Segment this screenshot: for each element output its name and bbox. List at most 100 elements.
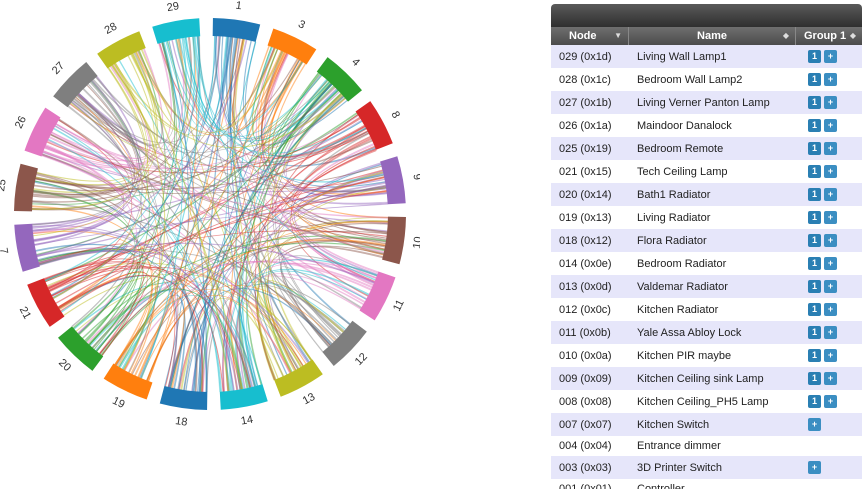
chord-ribbon <box>137 37 240 378</box>
add-association-button[interactable]: + <box>824 211 837 224</box>
group-count-badge[interactable]: 1 <box>808 119 821 132</box>
chord-arc-segment[interactable] <box>382 216 406 265</box>
group-count-badge[interactable]: 1 <box>808 234 821 247</box>
chord-arc-segment[interactable] <box>159 386 208 410</box>
chord-arc-segment[interactable] <box>322 320 367 366</box>
group-count-badge[interactable]: 1 <box>808 372 821 385</box>
header-group[interactable]: Group 1 ◆ <box>796 27 862 45</box>
add-association-button[interactable]: + <box>824 395 837 408</box>
chord-arc-segment[interactable] <box>53 62 98 108</box>
table-row[interactable]: 027 (0x1b) Living Verner Panton Lamp 1 + <box>551 91 862 114</box>
add-association-button[interactable]: + <box>824 326 837 339</box>
chord-arc-segment[interactable] <box>267 28 317 65</box>
table-row[interactable]: 003 (0x03) 3D Printer Switch + <box>551 456 862 479</box>
table-row[interactable]: 012 (0x0c) Kitchen Radiator 1 + <box>551 298 862 321</box>
group-count-badge[interactable]: 1 <box>808 50 821 63</box>
chord-ribbon <box>52 35 218 299</box>
chord-ribbon <box>95 286 160 368</box>
node-name-cell: Kitchen Ceiling sink Lamp <box>637 372 764 385</box>
chord-segment-label: 26 <box>13 114 29 130</box>
group-cell: 1 + <box>796 234 862 247</box>
add-association-button[interactable]: + <box>808 461 821 474</box>
add-association-button[interactable]: + <box>808 418 821 431</box>
chord-arc-segment[interactable] <box>212 18 261 42</box>
add-association-button[interactable]: + <box>824 96 837 109</box>
add-association-button[interactable]: + <box>824 142 837 155</box>
table-row[interactable]: 007 (0x07) Kitchen Switch + <box>551 413 862 436</box>
table-row[interactable]: 004 (0x04) Entrance dimmer <box>551 436 862 456</box>
chord-segment-label: 13 <box>301 391 317 407</box>
group-cell: 1 + <box>796 50 862 63</box>
node-name-cell: Bedroom Remote <box>637 142 724 155</box>
chord-arc-segment[interactable] <box>219 384 268 410</box>
chord-arc-segment[interactable] <box>355 101 393 150</box>
group-count-badge[interactable]: 1 <box>808 280 821 293</box>
group-cell: 1 + <box>796 73 862 86</box>
table-row[interactable]: 001 (0x01) Controller <box>551 479 862 489</box>
chord-ribbon <box>171 39 387 192</box>
group-count-badge[interactable]: 1 <box>808 303 821 316</box>
group-count-badge[interactable]: 1 <box>808 96 821 109</box>
group-count-badge[interactable]: 1 <box>808 395 821 408</box>
add-association-button[interactable]: + <box>824 50 837 63</box>
chord-ribbon <box>225 137 372 392</box>
add-association-button[interactable]: + <box>824 349 837 362</box>
chord-diagram: 1 3 4 8 9 10 11 12 13 14 18 19 20 21 7 25 26 27 28 29 <box>0 0 420 489</box>
chord-arc-segment[interactable] <box>14 223 40 272</box>
table-row[interactable]: 020 (0x14) Bath1 Radiator 1 + <box>551 183 862 206</box>
add-association-button[interactable]: + <box>824 119 837 132</box>
node-id-cell: 019 (0x13) <box>559 211 612 224</box>
group-count-badge[interactable]: 1 <box>808 73 821 86</box>
group-cell: 1 + <box>796 188 862 201</box>
table-row[interactable]: 029 (0x1d) Living Wall Lamp1 1 + <box>551 45 862 68</box>
chord-ribbon <box>183 37 304 133</box>
add-association-button[interactable]: + <box>824 372 837 385</box>
node-name-cell: Living Verner Panton Lamp <box>637 96 770 109</box>
group-count-badge[interactable]: 1 <box>808 257 821 270</box>
chord-arc-segment[interactable] <box>316 57 362 102</box>
table-row[interactable]: 009 (0x09) Kitchen Ceiling sink Lamp 1 + <box>551 367 862 390</box>
header-node[interactable]: Node ▼ <box>551 27 629 45</box>
group-count-badge[interactable]: 1 <box>808 142 821 155</box>
table-row[interactable]: 014 (0x0e) Bedroom Radiator 1 + <box>551 252 862 275</box>
add-association-button[interactable]: + <box>824 257 837 270</box>
node-name-cell: Controller <box>637 483 685 489</box>
node-id-cell: 008 (0x08) <box>559 395 612 408</box>
chord-arc-segment[interactable] <box>152 18 201 44</box>
chord-arc-segment[interactable] <box>359 271 396 321</box>
table-row[interactable]: 028 (0x1c) Bedroom Wall Lamp2 1 + <box>551 68 862 91</box>
table-row[interactable]: 019 (0x13) Living Radiator 1 + <box>551 206 862 229</box>
table-row[interactable]: 013 (0x0d) Valdemar Radiator 1 + <box>551 275 862 298</box>
group-count-badge[interactable]: 1 <box>808 349 821 362</box>
table-row[interactable]: 011 (0x0b) Yale Assa Abloy Lock 1 + <box>551 321 862 344</box>
chord-arc-segment[interactable] <box>58 326 104 371</box>
add-association-button[interactable]: + <box>824 234 837 247</box>
group-count-badge[interactable]: 1 <box>808 188 821 201</box>
table-row[interactable]: 010 (0x0a) Kitchen PIR maybe 1 + <box>551 344 862 367</box>
chord-ribbon <box>32 228 239 391</box>
node-name-cell: Bath1 Radiator <box>637 188 711 201</box>
table-row[interactable]: 025 (0x19) Bedroom Remote 1 + <box>551 137 862 160</box>
add-association-button[interactable]: + <box>824 280 837 293</box>
add-association-button[interactable]: + <box>824 73 837 86</box>
node-name-cell: Kitchen Radiator <box>637 303 719 316</box>
header-name[interactable]: Name ◆ <box>629 27 796 45</box>
chord-arc-segment[interactable] <box>103 363 153 400</box>
header-name-label: Name <box>697 30 727 42</box>
table-row[interactable]: 018 (0x12) Flora Radiator 1 + <box>551 229 862 252</box>
chord-arc-segment[interactable] <box>14 163 38 212</box>
group-count-badge[interactable]: 1 <box>808 165 821 178</box>
group-count-badge[interactable]: 1 <box>808 211 821 224</box>
table-row[interactable]: 021 (0x15) Tech Ceiling Lamp 1 + <box>551 160 862 183</box>
table-row[interactable]: 008 (0x08) Kitchen Ceiling_PH5 Lamp 1 + <box>551 390 862 413</box>
chord-arc-segment[interactable] <box>24 107 61 157</box>
add-association-button[interactable]: + <box>824 165 837 178</box>
chord-arc-segment[interactable] <box>97 31 146 69</box>
add-association-button[interactable]: + <box>824 303 837 316</box>
add-association-button[interactable]: + <box>824 188 837 201</box>
table-row[interactable]: 026 (0x1a) Maindoor Danalock 1 + <box>551 114 862 137</box>
group-count-badge[interactable]: 1 <box>808 326 821 339</box>
chord-arc-segment[interactable] <box>380 156 406 205</box>
chord-arc-segment[interactable] <box>27 278 65 327</box>
chord-arc-segment[interactable] <box>274 359 323 397</box>
